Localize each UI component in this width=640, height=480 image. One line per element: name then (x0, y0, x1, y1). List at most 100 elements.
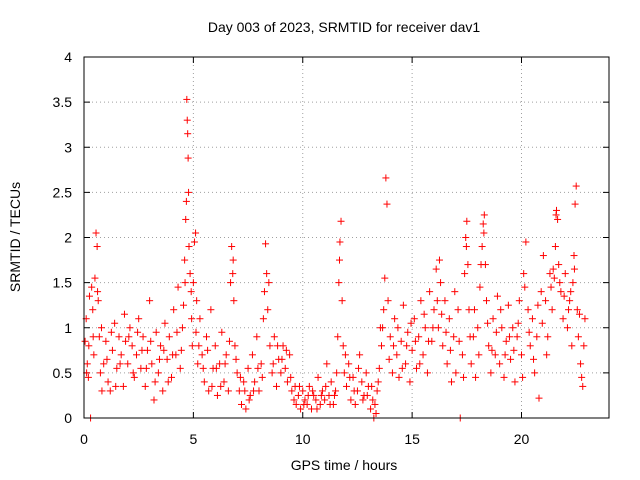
data-point (218, 328, 226, 336)
data-point (128, 342, 136, 350)
data-point (570, 265, 578, 273)
data-point (395, 373, 403, 381)
data-point (154, 369, 162, 377)
data-point (113, 364, 121, 372)
data-point (462, 234, 470, 241)
data-point (301, 396, 309, 404)
data-point (257, 360, 265, 368)
data-point (441, 297, 449, 305)
data-point (159, 387, 167, 395)
data-point (421, 324, 429, 332)
data-point (96, 369, 104, 377)
data-point (358, 378, 366, 386)
data-point (480, 211, 488, 219)
data-point (204, 346, 212, 354)
data-point (205, 387, 213, 395)
data-point (574, 333, 582, 341)
chart-title: Day 003 of 2023, SRMTID for receiver dav… (208, 19, 481, 35)
data-point (134, 328, 142, 336)
data-point (185, 243, 193, 251)
data-point (189, 279, 197, 287)
data-point (165, 333, 173, 341)
data-point (282, 346, 290, 354)
data-point (502, 337, 510, 345)
data-point (432, 265, 440, 273)
data-point (94, 288, 102, 296)
data-point (487, 369, 495, 377)
data-point (446, 346, 454, 354)
data-point (448, 378, 455, 386)
data-point (230, 297, 238, 305)
data-point (391, 315, 399, 323)
data-point (340, 369, 348, 377)
data-point (85, 342, 93, 350)
data-point (84, 373, 92, 381)
data-point (184, 154, 192, 162)
data-point (242, 405, 250, 413)
data-point (534, 301, 542, 309)
data-point (505, 333, 513, 341)
data-point (579, 382, 587, 390)
data-point (488, 346, 496, 354)
data-point (129, 369, 137, 377)
data-point (399, 301, 407, 309)
data-point (116, 360, 124, 368)
data-point (146, 297, 154, 305)
data-point (277, 369, 285, 377)
data-point (513, 333, 521, 341)
data-point (269, 360, 277, 368)
axis-ticks: 0 0.5 1 1.5 2 2.5 3 3.5 4 0 5 10 15 20 (53, 49, 609, 447)
data-point (130, 373, 138, 381)
data-point (470, 306, 478, 314)
data-point (119, 382, 127, 390)
data-point (555, 261, 563, 269)
data-point (430, 306, 438, 314)
y-tick-label: 4 (64, 49, 72, 65)
data-point (372, 409, 380, 417)
data-point (317, 391, 325, 399)
data-point (548, 306, 556, 314)
data-point (403, 342, 411, 350)
data-point (547, 283, 555, 291)
data-point (91, 274, 99, 282)
data-point (350, 387, 358, 395)
data-point (435, 256, 443, 264)
data-point (168, 373, 175, 381)
data-point (539, 252, 547, 260)
data-point (463, 217, 471, 225)
data-point (220, 378, 228, 386)
data-point (567, 288, 575, 296)
data-point (543, 351, 551, 359)
data-point (394, 324, 402, 332)
data-point (367, 405, 375, 413)
data-point (208, 382, 216, 390)
data-point (466, 333, 474, 341)
data-point (88, 283, 96, 291)
data-point (283, 378, 291, 386)
data-point (383, 200, 391, 208)
data-point (458, 351, 466, 359)
data-point (385, 355, 393, 363)
data-point (404, 328, 412, 336)
data-point (314, 373, 322, 381)
data-point (511, 378, 519, 386)
data-point (380, 306, 388, 314)
data-point (170, 306, 178, 314)
data-point (221, 360, 229, 368)
data-point (520, 270, 528, 278)
data-point (193, 297, 201, 305)
data-point (100, 360, 108, 368)
data-point (575, 310, 583, 318)
data-point (381, 274, 389, 282)
data-point (483, 297, 490, 305)
data-point (186, 270, 194, 278)
data-point (439, 342, 447, 350)
data-point (408, 346, 416, 354)
data-point (359, 396, 367, 404)
y-tick-label: 0.5 (53, 365, 73, 381)
data-point (232, 355, 240, 363)
data-point (177, 346, 185, 354)
data-point (120, 310, 128, 318)
data-point (174, 283, 182, 291)
data-point (326, 400, 334, 408)
